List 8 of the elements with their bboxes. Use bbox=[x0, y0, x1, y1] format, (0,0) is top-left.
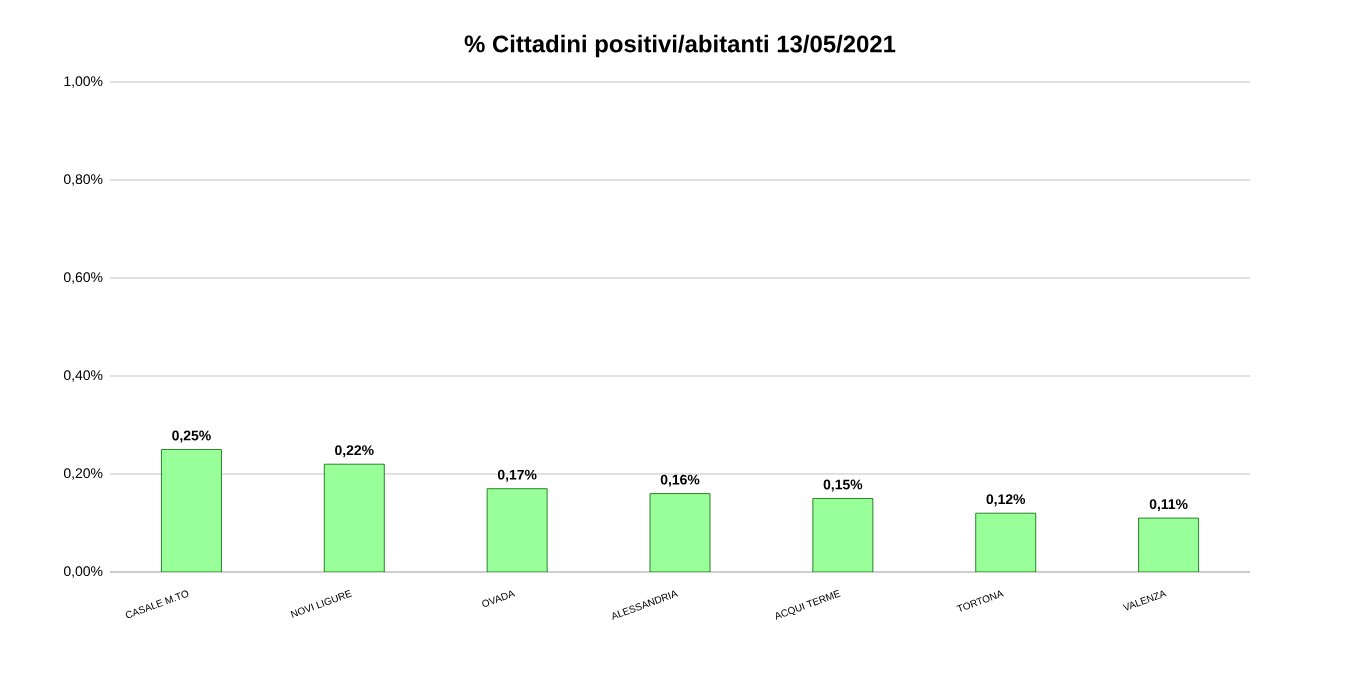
chart-title: % Cittadini positivi/abitanti 13/05/2021 bbox=[464, 34, 896, 58]
bar bbox=[975, 512, 1037, 572]
bar bbox=[649, 493, 711, 572]
bar bbox=[323, 463, 385, 572]
bar bbox=[812, 498, 874, 572]
bar bbox=[161, 449, 222, 572]
bar bbox=[486, 488, 548, 572]
bar bbox=[1138, 517, 1199, 572]
